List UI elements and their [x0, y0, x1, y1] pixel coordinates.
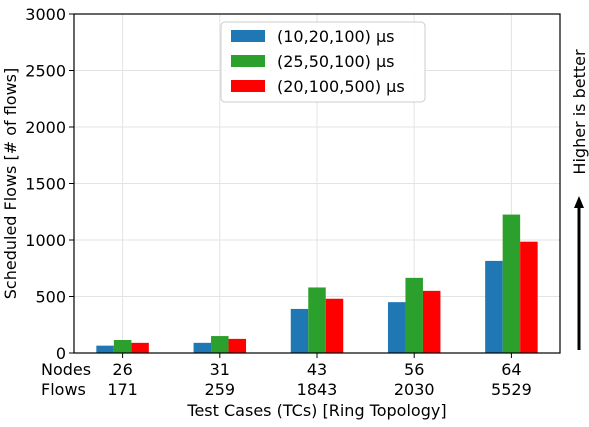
annotation-text: Higher is better [570, 49, 589, 175]
x-tick-label-nodes: 64 [501, 360, 521, 379]
legend-label: (20,100,500) μs [277, 77, 405, 96]
x-tick-label-flows: 171 [107, 380, 138, 399]
bar-3-cat-1 [131, 342, 149, 353]
arrow-head-icon [574, 196, 584, 208]
bar-3-cat-4 [422, 290, 441, 353]
bar-1-cat-5 [485, 260, 503, 353]
y-axis-ticks: 0 500 1000 1500 2000 2500 3000 [25, 5, 74, 363]
y-tick-label: 1000 [25, 231, 66, 250]
x-axis-title: Test Cases (TCs) [Ring Topology] [186, 401, 446, 420]
bar-1-cat-1 [96, 345, 114, 353]
y-tick-label: 2500 [25, 62, 66, 81]
higher-is-better-annotation: Higher is better [570, 49, 589, 350]
bar-2-cat-5 [502, 214, 521, 353]
row-label-nodes: Nodes [41, 360, 91, 379]
legend-box [220, 21, 426, 103]
y-tick-label: 2000 [25, 118, 66, 137]
legend-swatch [231, 30, 265, 42]
y-tick-label: 500 [35, 288, 66, 307]
bar-3-cat-3 [325, 298, 344, 353]
bar-1-cat-2 [193, 342, 212, 353]
x-tick-label-flows: 259 [205, 380, 236, 399]
bar-2-cat-3 [308, 287, 326, 353]
y-tick-label: 3000 [25, 5, 66, 24]
x-tick-label-flows: 5529 [491, 380, 532, 399]
bar-3-cat-2 [228, 338, 247, 353]
x-tick-label-flows: 1843 [297, 380, 338, 399]
bars [96, 214, 538, 353]
legend-label: (10,20,100) μs [277, 27, 395, 46]
x-tick-label-nodes: 26 [112, 360, 132, 379]
bar-2-cat-4 [405, 277, 423, 353]
legend-swatch [231, 55, 265, 67]
bar-2-cat-2 [211, 336, 229, 353]
y-tick-label: 1500 [25, 175, 66, 194]
row-label-flows: Flows [41, 380, 86, 399]
bar-1-cat-4 [387, 302, 406, 353]
x-tick-label-nodes: 43 [307, 360, 327, 379]
y-axis-title: Scheduled Flows [# of flows] [1, 68, 20, 299]
x-tick-label-flows: 2030 [394, 380, 435, 399]
legend: (10,20,100) μs (25,50,100) μs (20,100,500)… [220, 21, 426, 103]
legend-label: (25,50,100) μs [277, 52, 395, 71]
y-tick-label: 0 [56, 344, 66, 363]
legend-swatch [231, 80, 265, 92]
bar-2-cat-1 [113, 340, 132, 353]
bar-3-cat-5 [520, 241, 538, 353]
x-tick-label-nodes: 56 [404, 360, 424, 379]
x-tick-label-nodes: 31 [210, 360, 230, 379]
bar-1-cat-3 [290, 308, 309, 353]
